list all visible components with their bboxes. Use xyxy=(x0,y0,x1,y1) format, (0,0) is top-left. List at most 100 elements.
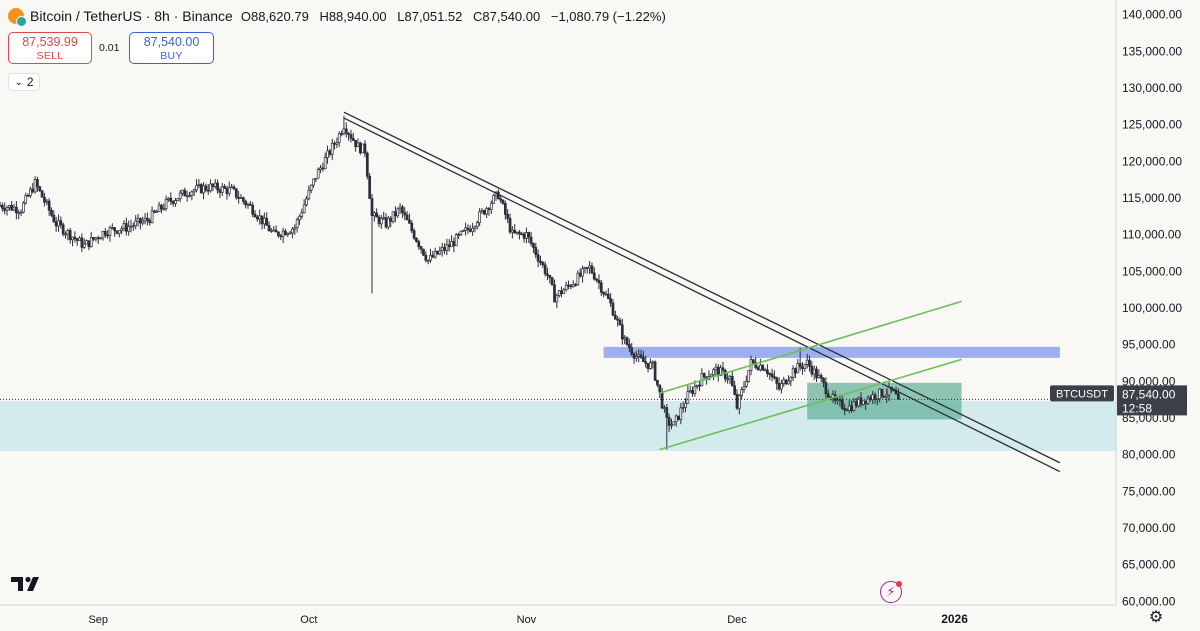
candle xyxy=(68,228,72,244)
candle-body xyxy=(782,379,786,384)
candle-body xyxy=(742,386,746,390)
symbol-title[interactable]: Bitcoin / TetherUS · 8h · Binance xyxy=(30,8,233,24)
candle xyxy=(45,198,49,206)
candle xyxy=(129,219,133,233)
candle xyxy=(307,185,311,201)
candle xyxy=(408,213,411,224)
consolidation-box[interactable] xyxy=(807,382,962,420)
candle xyxy=(665,404,669,450)
y-tick-label: 65,000.00 xyxy=(1122,558,1176,572)
candle xyxy=(564,281,568,292)
candle-body xyxy=(127,226,131,232)
candle xyxy=(368,172,372,199)
candle-body xyxy=(199,184,203,194)
candle xyxy=(691,386,694,398)
candle xyxy=(57,214,60,232)
candle-body xyxy=(40,190,44,198)
candle xyxy=(370,193,374,294)
candle-body xyxy=(190,191,194,196)
candle-body xyxy=(340,133,343,135)
candle-body xyxy=(511,229,514,233)
candle xyxy=(716,363,720,382)
trendline[interactable] xyxy=(343,111,1061,464)
candle-body xyxy=(314,177,318,180)
candle xyxy=(146,212,149,226)
x-tick-label: Nov xyxy=(517,614,537,626)
candle xyxy=(337,131,341,147)
candle-body xyxy=(113,227,116,232)
candle-body xyxy=(684,402,687,408)
candle xyxy=(265,212,269,226)
candle-body xyxy=(92,237,95,240)
candle-body xyxy=(319,167,322,170)
candle xyxy=(178,190,182,203)
candle-body xyxy=(22,202,25,213)
candle-body xyxy=(256,216,259,220)
candle xyxy=(171,200,175,207)
lightning-icon[interactable]: ⚡︎ xyxy=(880,581,902,603)
candle xyxy=(794,367,797,379)
candle xyxy=(824,377,828,399)
candle xyxy=(602,291,605,298)
candle-body xyxy=(351,137,355,141)
candle-body xyxy=(66,230,70,235)
price-badge-bg xyxy=(1117,385,1187,416)
tradingview-logo-icon[interactable] xyxy=(11,575,45,593)
sell-button[interactable]: 87,539.99 SELL xyxy=(8,32,92,64)
candle-body xyxy=(464,227,467,231)
candle-body xyxy=(211,183,215,187)
buy-button[interactable]: 87,540.00 BUY xyxy=(129,32,214,64)
candle-body xyxy=(220,186,224,193)
candle xyxy=(885,388,889,403)
candle-body xyxy=(611,302,615,316)
indicators-toggle[interactable]: ⌄ 2 xyxy=(8,73,40,91)
candle-body xyxy=(581,268,584,277)
candle xyxy=(85,239,88,245)
candle xyxy=(798,347,802,371)
trendline[interactable] xyxy=(343,117,1061,473)
candle-body xyxy=(0,204,2,207)
candle-body xyxy=(578,272,582,277)
candle-body xyxy=(859,397,863,405)
candle xyxy=(153,209,156,214)
candle-body xyxy=(372,212,376,217)
candle-body xyxy=(885,394,889,398)
candle-body xyxy=(475,222,479,228)
candle-body xyxy=(691,390,694,394)
candle-body xyxy=(812,368,816,375)
candle-body xyxy=(349,134,353,139)
gear-icon[interactable]: ⚙︎ xyxy=(1148,609,1164,626)
channel-line[interactable] xyxy=(659,300,962,394)
channel-line[interactable] xyxy=(659,358,962,451)
candle-body xyxy=(815,368,818,379)
candle-body xyxy=(426,259,430,262)
candle-body xyxy=(164,199,168,209)
candle-body xyxy=(10,204,14,211)
candle xyxy=(747,370,751,383)
candle-body xyxy=(209,183,212,192)
candle-body xyxy=(801,366,804,369)
candle-body xyxy=(312,178,315,186)
resistance-zone[interactable] xyxy=(603,346,1060,358)
candle-body xyxy=(726,378,729,381)
y-tick-label: 115,000.00 xyxy=(1122,191,1181,205)
candle-body xyxy=(162,208,166,210)
candle-body xyxy=(361,143,364,154)
candle-body xyxy=(419,246,423,250)
candle-body xyxy=(576,272,580,286)
candle-body xyxy=(740,389,744,396)
candle xyxy=(29,186,32,198)
candle xyxy=(775,376,779,390)
candle xyxy=(473,225,477,233)
candle-body xyxy=(616,318,620,321)
candle-body xyxy=(396,208,400,217)
candle-body xyxy=(471,227,474,232)
candle xyxy=(466,224,470,235)
candle-body xyxy=(188,195,191,197)
candle xyxy=(103,228,107,238)
candle-body xyxy=(522,233,526,239)
candle xyxy=(461,229,465,232)
candle-body xyxy=(160,204,163,210)
candle xyxy=(450,235,453,248)
